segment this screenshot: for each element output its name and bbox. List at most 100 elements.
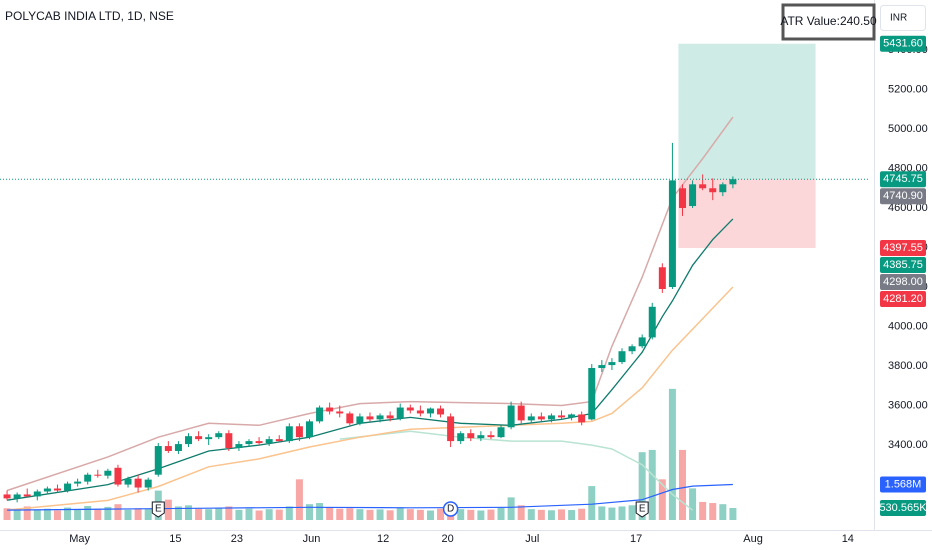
price-label-bg [880, 500, 926, 517]
volume-bar [245, 508, 253, 520]
volume-bar [487, 509, 495, 520]
candle-body [215, 433, 223, 438]
candle-body [336, 411, 344, 414]
price-label: 4745.75 [880, 171, 926, 188]
x-tick-label: 12 [377, 533, 389, 545]
candle-body [648, 306, 656, 338]
volume-bar [376, 509, 384, 520]
candle-body [3, 494, 11, 499]
candle-body [366, 416, 374, 420]
price-label-bg [880, 274, 926, 291]
candle-body [729, 179, 737, 185]
volume-bar [527, 509, 535, 520]
candle-body [53, 488, 61, 491]
volume-bar [356, 509, 364, 520]
price-label-text: 1.568M [885, 478, 922, 490]
volume-bar [316, 503, 324, 520]
volume-bar [426, 510, 434, 520]
volume-bar [406, 509, 414, 520]
candle-body [316, 407, 324, 422]
volume-bar [53, 510, 61, 520]
candle-body [43, 488, 51, 492]
candle-body [447, 416, 455, 442]
candle-body [598, 365, 606, 369]
volume-bar [719, 504, 727, 520]
volume-bar [568, 510, 576, 520]
volume-bar [336, 508, 344, 520]
volume-bar [285, 506, 293, 520]
candle-body [326, 407, 334, 412]
candle-body [568, 414, 576, 418]
volume-bar [94, 508, 102, 520]
candle-body [154, 446, 162, 475]
price-label: 4298.00 [880, 274, 926, 291]
candle-body [396, 407, 404, 419]
candle-body [174, 444, 182, 451]
y-tick-label: 4600.00 [888, 202, 928, 214]
candle-body [406, 407, 414, 411]
candle-body [537, 416, 545, 420]
candle-body [275, 439, 283, 442]
volume-bar [386, 510, 394, 520]
y-tick-label: 4000.00 [888, 320, 928, 332]
volume-bar [678, 449, 686, 520]
volume-bar [346, 508, 354, 520]
volume-bar [326, 507, 334, 520]
volume-bar [578, 508, 586, 520]
x-tick-label: Jun [303, 533, 321, 545]
candle-body [719, 184, 727, 193]
currency-button[interactable] [880, 5, 926, 31]
x-tick-label: May [69, 533, 90, 545]
candle-body [628, 346, 636, 352]
volume-bar [174, 506, 182, 520]
volume-bar [497, 507, 505, 520]
volume-bar [114, 504, 122, 520]
candle-body [356, 416, 364, 424]
candle-body [124, 478, 132, 485]
currency[interactable]: INR [890, 13, 907, 24]
volume-bar [457, 509, 465, 520]
volume-bar [185, 505, 193, 520]
volume-bar [265, 509, 273, 520]
event-badge [442, 501, 459, 517]
candle-body [517, 405, 525, 421]
volume-bar [618, 506, 626, 520]
atr-value: ATR Value:240.50 [780, 14, 877, 28]
volume-bar [437, 508, 445, 520]
price-label-text: 4745.75 [883, 173, 923, 185]
price-label-text: 4298.00 [883, 276, 923, 288]
event-label: D [447, 504, 454, 515]
price-label-text: 4740.90 [883, 190, 923, 202]
volume-bar [13, 509, 21, 520]
price-label-text: 4385.75 [883, 259, 923, 271]
moving-average [6, 116, 734, 492]
candle-body [205, 437, 213, 440]
candle-body [426, 408, 434, 414]
x-tick-label: Jul [525, 533, 539, 545]
candle-body [467, 433, 475, 439]
candle-body [114, 467, 122, 485]
volume-bar [517, 505, 525, 520]
x-tick-label: Aug [743, 533, 763, 545]
event-marker[interactable]: E [635, 501, 649, 518]
volume-bar [43, 508, 51, 520]
volume-ma [7, 483, 733, 511]
volume-bar [689, 488, 697, 520]
volume-bar [84, 505, 92, 520]
stop-zone [678, 179, 816, 249]
candle-body [235, 444, 243, 449]
candle-body [689, 184, 697, 207]
volume-bar [648, 449, 656, 520]
volume-bar [64, 507, 72, 520]
volume-bar [124, 509, 132, 520]
volume-bar [23, 506, 31, 520]
volume-bar [588, 486, 596, 520]
volume-bar [477, 510, 485, 520]
event-marker[interactable]: D [442, 501, 459, 517]
volume-bar [255, 510, 263, 520]
event-label: E [639, 504, 646, 515]
event-marker[interactable]: E [151, 501, 165, 518]
volume-bar [74, 509, 82, 520]
candle-body [94, 474, 102, 476]
price-label: 4397.55 [880, 240, 926, 257]
